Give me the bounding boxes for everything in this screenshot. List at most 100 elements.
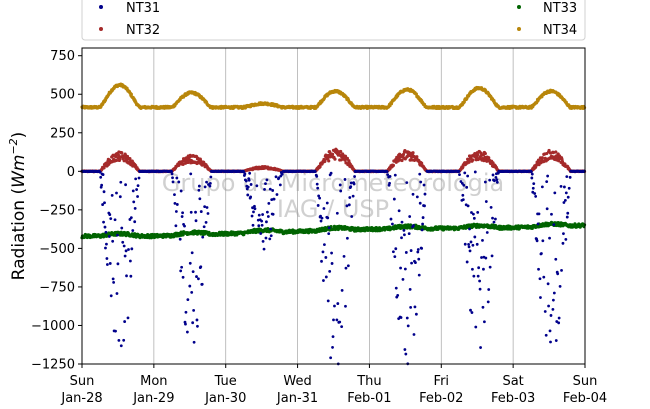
point-nt31: [252, 210, 255, 214]
point-nt31: [184, 310, 188, 314]
point-nt31: [465, 185, 469, 189]
point-nt31: [491, 173, 495, 177]
point-nt32: [327, 159, 331, 163]
point-nt31: [338, 320, 342, 324]
point-nt31: [108, 213, 112, 216]
point-nt31: [417, 257, 421, 261]
point-nt31: [536, 222, 540, 226]
legend-marker-nt31: [99, 5, 103, 9]
x-tick-day: Thu: [356, 374, 381, 389]
x-tick-label: Sat Feb-03: [491, 374, 535, 406]
point-nt31: [108, 262, 112, 265]
point-nt31: [484, 256, 488, 260]
point-nt31: [401, 277, 405, 281]
x-tick-day: Sun: [70, 374, 95, 389]
point-nt31: [421, 222, 424, 226]
point-nt31: [537, 212, 541, 216]
point-nt31: [175, 176, 179, 180]
point-nt31: [120, 226, 124, 230]
point-nt31: [385, 170, 389, 174]
point-nt32: [333, 157, 337, 161]
point-nt31: [173, 202, 177, 205]
point-nt31: [329, 356, 333, 360]
point-nt31: [198, 197, 202, 201]
point-nt31: [173, 193, 176, 197]
point-nt31: [264, 182, 267, 186]
y-tick-label: 500: [50, 88, 75, 103]
point-nt31: [271, 189, 275, 192]
point-nt31: [244, 179, 248, 183]
point-nt31: [104, 246, 107, 250]
point-nt31: [274, 175, 278, 179]
point-nt31: [326, 216, 330, 220]
point-nt31: [485, 231, 489, 234]
point-nt31: [402, 229, 406, 232]
point-nt32: [199, 159, 203, 163]
point-nt31: [257, 213, 261, 217]
y-tick-label: 250: [50, 126, 75, 141]
point-nt31: [352, 182, 356, 186]
point-nt31: [180, 215, 184, 218]
point-nt31: [468, 249, 472, 253]
point-nt32: [118, 157, 122, 161]
x-tick-label: Mon Jan-29: [132, 374, 174, 406]
grid: [153, 48, 514, 364]
point-nt31: [203, 185, 207, 189]
point-nt31: [194, 210, 197, 214]
point-nt31: [403, 233, 406, 237]
point-nt31: [185, 330, 189, 334]
point-nt31: [349, 181, 353, 185]
point-nt31: [551, 308, 555, 311]
point-nt31: [487, 288, 491, 291]
point-nt31: [532, 182, 536, 186]
legend-marker-nt34: [517, 27, 521, 31]
point-nt31: [171, 176, 174, 180]
point-nt31: [269, 227, 273, 231]
point-nt31: [548, 236, 551, 240]
point-nt31: [563, 185, 566, 189]
point-nt31: [203, 205, 207, 209]
point-nt31: [330, 262, 334, 265]
point-nt31: [103, 201, 106, 205]
point-nt31: [554, 339, 558, 342]
point-nt31: [267, 202, 271, 205]
point-nt31: [478, 279, 482, 283]
point-nt31: [473, 170, 477, 174]
point-nt31: [127, 248, 130, 251]
point-nt31: [208, 181, 212, 185]
point-nt31: [533, 192, 537, 195]
legend-label-nt34: NT34: [543, 23, 577, 38]
point-nt31: [181, 275, 185, 279]
point-nt33: [181, 233, 185, 237]
point-nt31: [423, 192, 427, 196]
point-nt31: [123, 254, 127, 258]
point-nt31: [530, 176, 534, 180]
point-nt32: [540, 156, 544, 160]
point-nt31: [103, 225, 107, 229]
point-nt31: [174, 224, 178, 228]
x-tick-day: Sun: [573, 374, 598, 389]
point-nt31: [199, 265, 203, 269]
point-nt31: [417, 273, 421, 277]
point-nt31: [491, 216, 494, 220]
point-nt31: [249, 183, 253, 186]
point-nt31: [325, 201, 329, 205]
point-nt31: [393, 255, 397, 258]
point-nt31: [557, 316, 561, 320]
point-nt31: [552, 223, 556, 227]
point-nt31: [463, 242, 467, 246]
point-nt31: [275, 193, 279, 196]
point-nt31: [344, 266, 348, 270]
point-nt31: [461, 193, 465, 197]
point-nt31: [469, 240, 473, 244]
point-nt31: [324, 275, 328, 279]
point-nt31: [423, 204, 426, 208]
point-nt31: [324, 256, 328, 259]
point-nt31: [179, 189, 183, 193]
point-nt31: [331, 346, 334, 349]
point-nt31: [102, 220, 105, 224]
point-nt31: [328, 269, 332, 273]
point-nt31: [110, 194, 114, 197]
y-tick-label: 750: [50, 49, 75, 64]
x-tick-day: Mon: [140, 374, 167, 389]
